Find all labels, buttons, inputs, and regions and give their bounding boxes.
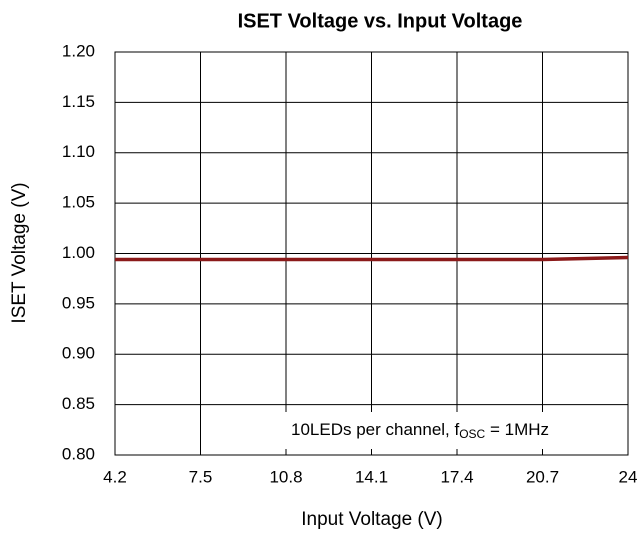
y-tick-label: 1.20 <box>62 41 95 60</box>
x-tick-label: 10.8 <box>269 467 302 486</box>
annotation-sub: OSC <box>459 427 485 441</box>
y-tick-label: 0.80 <box>62 444 95 463</box>
y-tick-label: 1.10 <box>62 142 95 161</box>
x-tick-label: 24 <box>619 467 638 486</box>
annotation-box <box>283 412 622 449</box>
annotation-tail: = 1MHz <box>485 420 549 439</box>
x-tick-label: 4.2 <box>103 467 127 486</box>
annotation-text: 10LEDs per channel, f <box>291 420 459 439</box>
data-line <box>115 255 629 262</box>
x-tick-label: 7.5 <box>189 467 213 486</box>
y-tick-label: 1.15 <box>62 92 95 111</box>
y-tick-label: 1.00 <box>62 243 95 262</box>
x-axis-label: Input Voltage (V) <box>301 509 443 530</box>
y-tick-label: 1.05 <box>62 193 95 212</box>
y-axis-label: ISET Voltage (V) <box>9 182 30 323</box>
y-tick-label: 0.85 <box>62 394 95 413</box>
plot-border <box>114 51 629 456</box>
y-tick-label: 0.90 <box>62 344 95 363</box>
x-tick-label: 17.4 <box>440 467 473 486</box>
x-tick-label: 20.7 <box>526 467 559 486</box>
x-tick-label: 14.1 <box>355 467 388 486</box>
y-tick-label: 0.95 <box>62 293 95 312</box>
annotation: 10LEDs per channel, fOSC = 1MHz <box>291 420 549 441</box>
chart-title: ISET Voltage vs. Input Voltage <box>238 10 523 32</box>
